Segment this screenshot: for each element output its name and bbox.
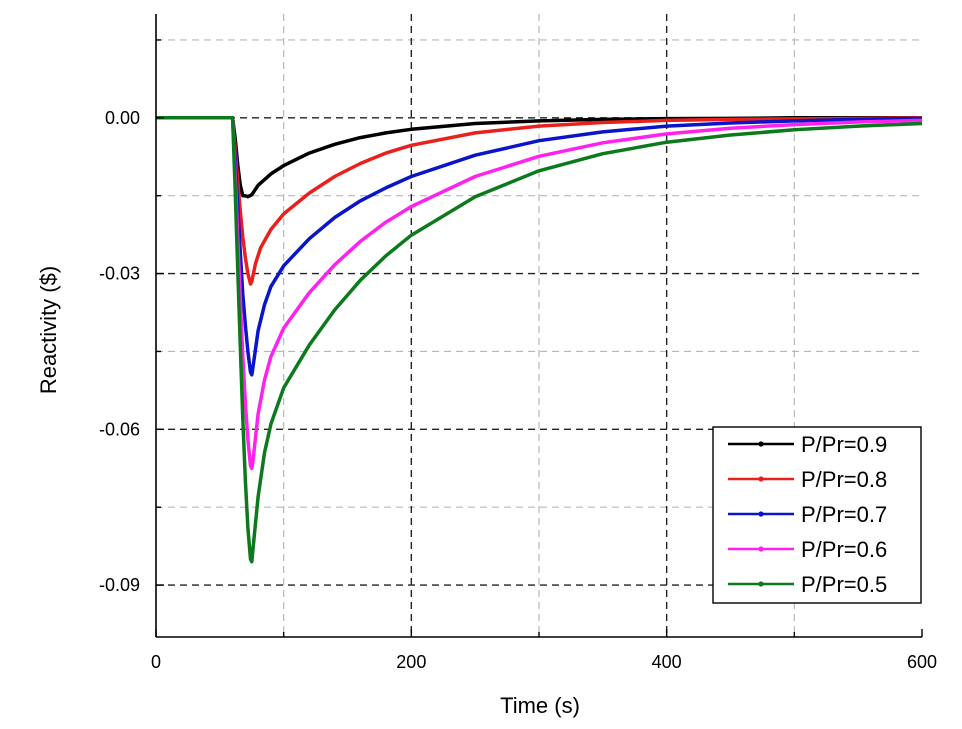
series-line-0 [156,116,922,199]
y-tick-label: -0.03 [99,264,140,284]
y-tick-label: 0.00 [105,108,140,128]
x-tick-label: 200 [396,652,426,672]
axes [155,14,923,638]
legend-label-2: P/Pr=0.7 [801,502,887,527]
x-tick-label: 0 [151,652,161,672]
x-axis-title: Time (s) [500,693,580,718]
series-line-2 [156,116,923,377]
legend-marker-2 [758,511,764,517]
legend-label-3: P/Pr=0.6 [801,537,887,562]
legend-label-0: P/Pr=0.9 [801,432,887,457]
legend-marker-4 [758,581,764,587]
legend: P/Pr=0.9 P/Pr=0.8 P/Pr=0.7 P/Pr=0.6 P/Pr=0.5 [712,426,922,604]
series-line-4 [156,116,923,564]
y-axis-title: Reactivity ($) [36,266,61,394]
legend-label-1: P/Pr=0.8 [801,467,887,492]
legend-marker-3 [758,546,764,552]
legend-marker-1 [758,476,764,482]
series-line-1 [156,116,923,286]
y-tick-label: -0.09 [99,575,140,595]
y-tick-label: -0.06 [99,419,140,439]
series-lines [156,116,923,564]
legend-label-4: P/Pr=0.5 [801,572,887,597]
x-tick-label: 600 [907,652,937,672]
tick-labels: 0 200 400 600 0.00 -0.03 -0.06 -0.09 [99,108,937,672]
legend-marker-0 [758,441,764,447]
series-line-3 [156,116,923,471]
x-tick-label: 400 [652,652,682,672]
